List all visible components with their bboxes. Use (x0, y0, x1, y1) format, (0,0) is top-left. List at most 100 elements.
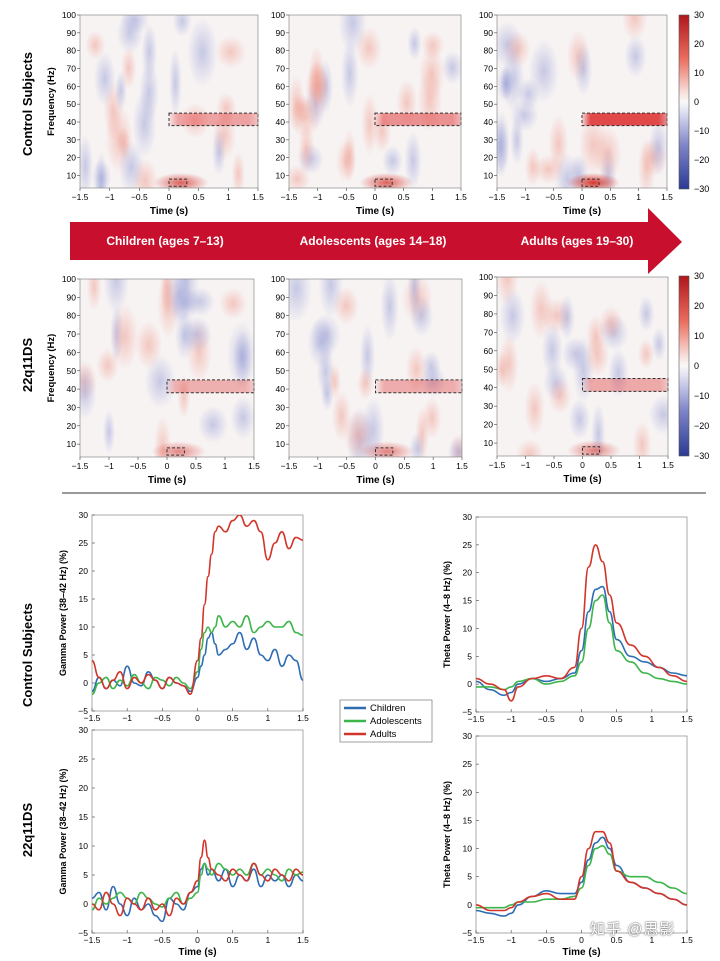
x-tick-label: −1 (506, 714, 516, 724)
y-tick-label: 70 (67, 329, 77, 339)
heatmap-noise (80, 364, 97, 420)
heatmap-noise (310, 313, 341, 357)
heatmap-noise (515, 438, 544, 456)
y-tick-label: 5 (83, 650, 88, 660)
x-tick-label: 1 (226, 192, 231, 202)
linechart-theta-22q: −5 0 5 10 15 20 25 30 −1.5 −1 −0.5 0 0.5 1 1.5 Time (s)… (442, 731, 693, 958)
colorbar-top-tick: 10 (694, 68, 704, 78)
x-tick-label: 1 (223, 461, 228, 471)
gamma-activation (167, 379, 254, 393)
heatmap-noise (218, 287, 248, 320)
y-tick-label: 100 (62, 10, 76, 20)
x-tick-label: −1 (313, 461, 323, 471)
heatmap-control-children: 10 20 30 40 50 60 70 80 90 100 −1.5 −1 −0.5 0 0.5 1 1.5 T… (46, 10, 264, 217)
heatmap-noise (407, 26, 422, 61)
series-line-adolescents (92, 615, 303, 695)
x-axis-label: Time (s) (148, 475, 186, 486)
theta-activation (567, 440, 621, 456)
y-tick-label: 20 (276, 153, 286, 163)
y-tick-label: 15 (463, 815, 473, 825)
heatmap-noise (212, 128, 226, 176)
heatmap-noise (86, 279, 102, 312)
heatmap-control-adults: 10 20 30 40 50 60 70 80 90 100 −1.5 −1 −0.5 0 0.5 1 1.5 T… (479, 10, 673, 217)
x-tick-label: −1.5 (84, 935, 101, 945)
x-tick-label: −1.5 (72, 461, 89, 471)
x-tick-label: 0 (373, 461, 378, 471)
x-tick-label: 1 (649, 714, 654, 724)
colorbar-top-tick: 0 (694, 97, 699, 107)
heatmap-noise (120, 15, 150, 35)
y-tick-label: 10 (67, 171, 77, 181)
y-tick-label: 40 (67, 117, 77, 127)
colorbar-bottom-tick: 30 (694, 271, 704, 281)
heatmap-noise (355, 26, 383, 70)
x-tick-label: 1.5 (248, 461, 260, 471)
x-tick-label: 0 (195, 713, 200, 723)
x-tick-label: 0 (167, 192, 172, 202)
y-tick-label: 30 (67, 402, 77, 412)
x-tick-label: 1 (637, 460, 642, 470)
heatmap-noise (593, 125, 622, 181)
theta-activation (153, 172, 209, 188)
y-tick-label: 50 (67, 99, 77, 109)
x-tick-label: −0.5 (154, 713, 171, 723)
y-tick-label: 10 (463, 623, 473, 633)
gamma-activation (375, 113, 461, 126)
y-tick-label: 40 (484, 383, 494, 393)
y-tick-label: 0 (467, 679, 472, 689)
age-arrow: Children (ages 7–13) Adolescents (ages 1… (70, 208, 682, 274)
heatmap-noise (328, 363, 342, 400)
x-axis-label: Time (s) (178, 947, 216, 958)
legend-label-adults: Adults (370, 729, 397, 740)
heatmap-noise (172, 15, 192, 37)
x-tick-label: −0.5 (545, 192, 562, 202)
series-layer (92, 515, 303, 695)
x-tick-label: −0.5 (338, 461, 355, 471)
x-tick-label: −1 (521, 460, 531, 470)
y-tick-label: 50 (484, 364, 494, 374)
heatmap-22q-adults: 10 20 30 40 50 60 70 80 90 100 −1.5 −1 −0.5 0 0.5 1 1.5 T… (479, 272, 674, 485)
x-tick-label: 1.5 (297, 713, 309, 723)
heatmap-noise (102, 409, 116, 455)
x-tick-label: −0.5 (538, 935, 555, 945)
y-tick-label: −5 (462, 928, 472, 938)
series-line-adults (92, 839, 303, 917)
y-tick-label: 15 (79, 594, 89, 604)
heatmap-noise (226, 321, 254, 390)
x-axis-label: Time (s) (563, 474, 601, 485)
x-tick-label: 0.5 (398, 461, 410, 471)
x-tick-label: 1.5 (661, 192, 673, 202)
y-tick-label: 10 (484, 438, 494, 448)
heatmap-noise (497, 117, 509, 178)
heatmap-noise (548, 378, 572, 415)
y-tick-label: 15 (79, 812, 89, 822)
heatmap-noise (422, 397, 442, 440)
heatmap-22q-children: 10 20 30 40 50 60 70 80 90 100 −1.5 −1 −0.5 0 0.5 1 1.5 T… (46, 274, 260, 486)
y-tick-label: 50 (67, 366, 77, 376)
x-tick-label: −1.5 (468, 714, 485, 724)
y-tick-label: 70 (276, 329, 286, 339)
x-axis-label: Time (s) (150, 206, 188, 217)
legend-label-adolescents: Adolescents (370, 716, 422, 727)
y-tick-label: 25 (79, 754, 89, 764)
heatmap-noise (441, 51, 461, 85)
theta-activation (151, 441, 206, 457)
colorbar-bottom-tick: 10 (694, 331, 704, 341)
y-tick-label: 30 (463, 731, 473, 741)
y-tick-label: 30 (79, 510, 89, 520)
y-tick-label: 25 (463, 759, 473, 769)
y-tick-label: 80 (276, 311, 286, 321)
heatmap-noise (85, 30, 106, 60)
series-layer (476, 544, 687, 702)
y-tick-label: 50 (276, 366, 286, 376)
theta-roi-box (581, 178, 600, 187)
heatmap-noise (80, 134, 94, 188)
colorbar-top-tick: −20 (694, 155, 709, 165)
gamma-activation (169, 113, 258, 126)
y-tick-label: 5 (83, 870, 88, 880)
heatmap-noise (110, 302, 139, 371)
y-tick-label: 70 (276, 64, 286, 74)
y-tick-label: 40 (276, 384, 286, 394)
heatmap-noise (340, 38, 359, 109)
arrow-label-children: Children (ages 7–13) (106, 234, 223, 248)
